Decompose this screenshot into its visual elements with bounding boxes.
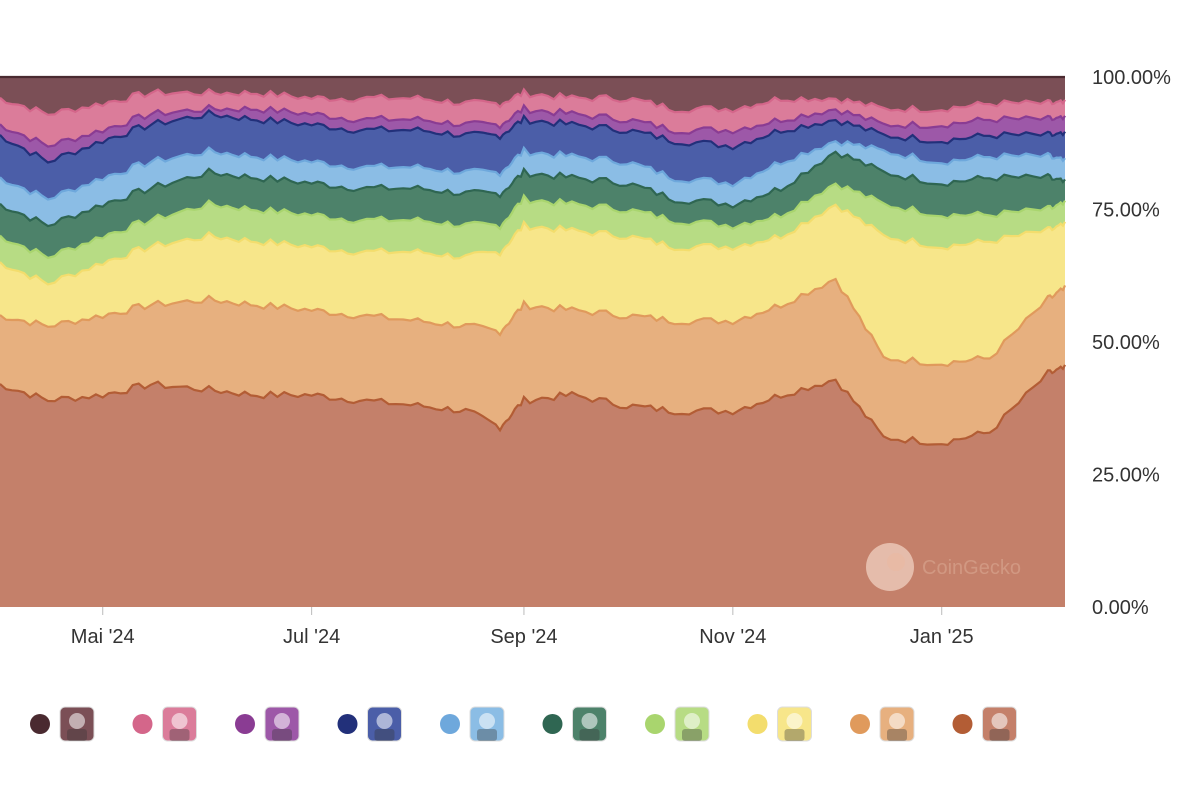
y-tick-label: 25.00% bbox=[1092, 465, 1160, 487]
y-tick-label: 100.00% bbox=[1092, 67, 1171, 89]
nft-avatar-mad-lads-icon bbox=[469, 706, 505, 742]
legend-item[interactable] bbox=[542, 706, 607, 742]
x-tick-label: Jul '24 bbox=[283, 626, 340, 648]
legend-color-dot bbox=[952, 714, 973, 734]
nft-avatar-blue-red-icon bbox=[264, 706, 300, 742]
legend-item[interactable] bbox=[747, 706, 812, 742]
legend-color-dot bbox=[235, 714, 255, 734]
legend bbox=[30, 706, 1017, 742]
legend-color-dot bbox=[542, 714, 563, 734]
legend-color-dot bbox=[747, 714, 768, 734]
area-series-2 bbox=[0, 279, 1065, 445]
legend-color-dot bbox=[132, 714, 153, 734]
legend-color-dot bbox=[850, 714, 870, 734]
legend-item[interactable] bbox=[337, 706, 402, 742]
legend-color-dot bbox=[645, 714, 665, 734]
x-tick-label: Mai '24 bbox=[71, 626, 135, 648]
series-line-8 bbox=[0, 103, 1066, 148]
series-line-2 bbox=[0, 277, 1067, 368]
x-tick-label: Nov '24 bbox=[699, 626, 766, 648]
y-tick-label: 50.00% bbox=[1092, 332, 1160, 354]
nft-avatar-robot-icon bbox=[367, 706, 402, 742]
legend-item[interactable] bbox=[850, 706, 915, 742]
series-line-9 bbox=[0, 87, 1066, 116]
watermark-text: CoinGecko bbox=[922, 557, 1021, 579]
series-line-1 bbox=[0, 364, 1066, 447]
coingecko-logo-eye-icon bbox=[887, 553, 905, 571]
legend-item[interactable] bbox=[440, 706, 505, 742]
nft-avatar-black-ape-icon bbox=[879, 706, 915, 742]
nft-avatar-orange-bear-icon bbox=[162, 706, 197, 742]
series-line-3 bbox=[0, 203, 1066, 286]
area-series-8 bbox=[0, 105, 1065, 163]
area-series-1 bbox=[0, 364, 1065, 607]
y-tick-label: 0.00% bbox=[1092, 597, 1149, 619]
legend-item[interactable] bbox=[30, 706, 95, 742]
x-axis: Mai '24 Jul '24 Sep '24 Nov '24 Jan '25 bbox=[71, 607, 974, 648]
nft-avatar-pixel-punk-icon bbox=[982, 706, 1017, 742]
legend-item[interactable] bbox=[952, 706, 1017, 742]
y-tick-label: 75.00% bbox=[1092, 200, 1160, 222]
watermark: CoinGecko bbox=[866, 543, 1021, 591]
area-series-9 bbox=[0, 89, 1065, 147]
series-line-5 bbox=[0, 150, 1066, 228]
nft-avatar-grey-hair-icon bbox=[59, 706, 95, 742]
legend-color-dot bbox=[337, 714, 358, 734]
series-line-7 bbox=[0, 109, 1066, 164]
area-series-6 bbox=[0, 141, 1065, 227]
nft-avatar-dark-red-icon bbox=[674, 706, 710, 742]
legend-color-dot bbox=[30, 714, 50, 734]
area-series-3 bbox=[0, 204, 1065, 366]
area-layer bbox=[0, 75, 1067, 607]
area-series-4 bbox=[0, 183, 1065, 285]
area-series-7 bbox=[0, 110, 1065, 200]
x-tick-label: Sep '24 bbox=[490, 626, 557, 648]
x-tick-label: Jan '25 bbox=[910, 626, 974, 648]
nft-avatar-penguin-icon bbox=[777, 706, 812, 742]
series-line-4 bbox=[0, 182, 1066, 260]
legend-item[interactable] bbox=[645, 706, 710, 742]
y-axis: 0.00% 25.00% 50.00% 75.00% 100.00% bbox=[1092, 67, 1171, 619]
nft-avatar-grey-cat-icon bbox=[572, 706, 607, 742]
legend-item[interactable] bbox=[235, 706, 300, 742]
series-line-6 bbox=[0, 139, 1066, 201]
legend-item[interactable] bbox=[132, 706, 197, 742]
legend-color-dot bbox=[440, 714, 460, 734]
